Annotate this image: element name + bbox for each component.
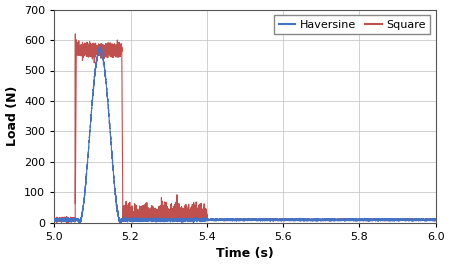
Square <box>74 46 80 49</box>
Legend: Haversine, Square: Haversine, Square <box>274 15 430 34</box>
Haversine <box>433 218 438 221</box>
Square <box>238 218 243 221</box>
Haversine <box>413 218 418 221</box>
Square <box>52 218 57 221</box>
Square <box>68 218 73 221</box>
Haversine <box>74 217 80 220</box>
Haversine <box>52 217 57 220</box>
X-axis label: Time (s): Time (s) <box>216 247 274 260</box>
Square <box>433 218 438 221</box>
Line: Haversine: Haversine <box>54 47 436 223</box>
Haversine <box>76 221 82 225</box>
Y-axis label: Load (N): Load (N) <box>5 86 18 146</box>
Haversine <box>126 218 132 221</box>
Square <box>72 32 78 36</box>
Line: Square: Square <box>54 34 436 223</box>
Square <box>413 218 418 221</box>
Haversine <box>238 218 243 221</box>
Square <box>126 215 132 218</box>
Haversine <box>98 45 103 48</box>
Haversine <box>53 219 58 223</box>
Haversine <box>68 218 73 222</box>
Square <box>53 220 58 223</box>
Square <box>66 221 71 224</box>
